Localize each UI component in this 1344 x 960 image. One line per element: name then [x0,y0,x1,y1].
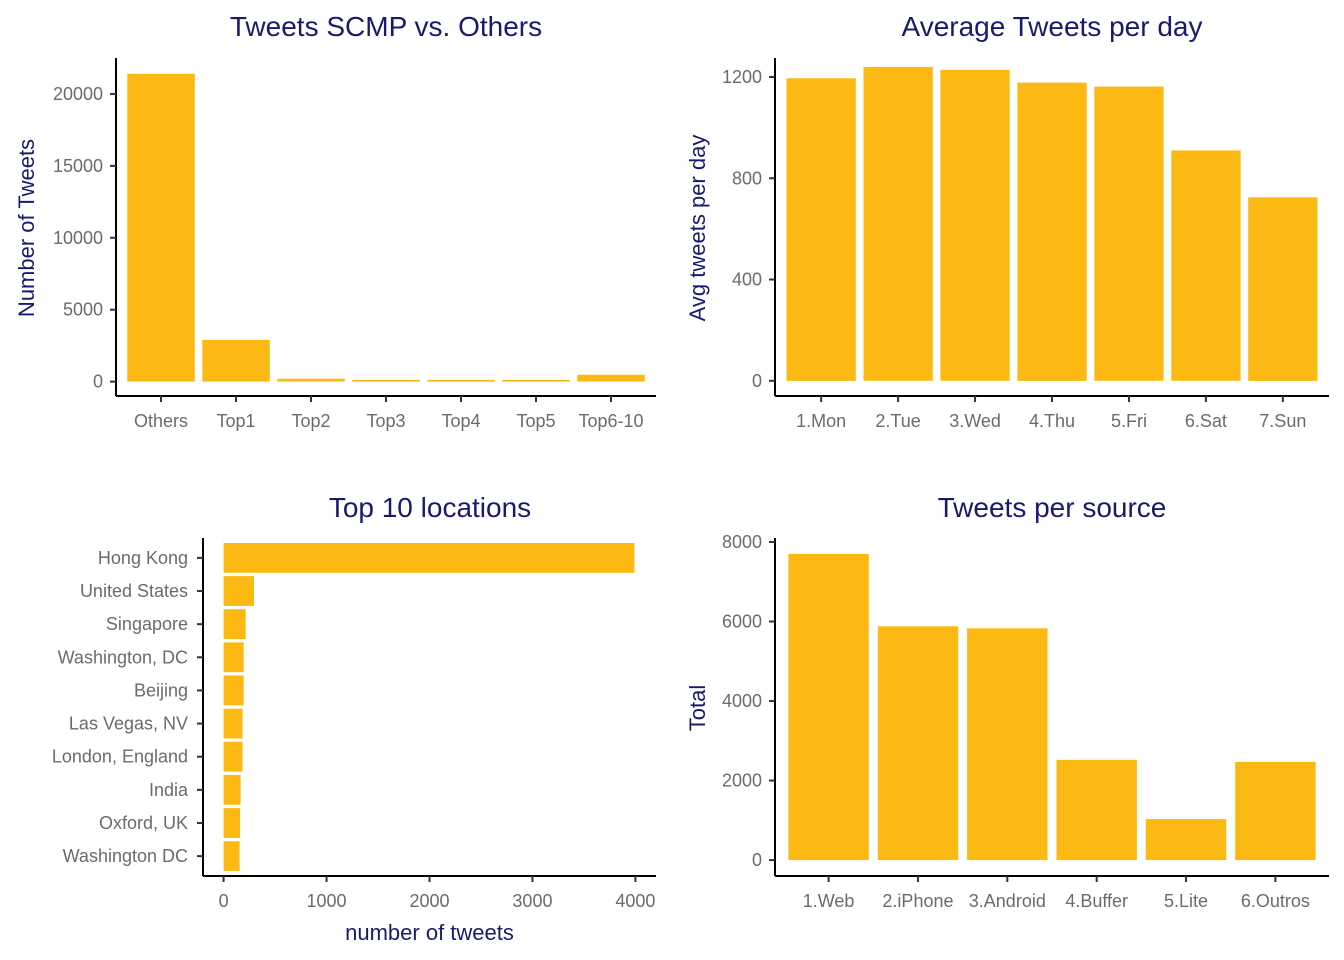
y-tick-label: 4000 [722,691,762,711]
bar-washington-dc [223,841,240,871]
x-tick-label-1-mon: 1.Mon [796,411,846,431]
chart-title: Top 10 locations [329,492,531,523]
y-tick-label: 0 [752,371,762,391]
bar-united-states [223,576,254,606]
y-tick-label-oxford-uk: Oxford, UK [99,813,188,833]
y-tick-label: 800 [732,168,762,188]
y-tick-label: 400 [732,270,762,290]
y-tick-label: 20000 [53,84,103,104]
y-axis-label: Avg tweets per day [685,135,710,322]
y-tick-label: 5000 [63,300,103,320]
y-tick-label: 15000 [53,156,103,176]
chart-title: Tweets SCMP vs. Others [230,11,542,42]
y-tick-label-singapore: Singapore [106,614,188,634]
chart-tweets-scmp-vs-others: Tweets SCMP vs. Others Others Top1 Top2 Top3… [14,11,656,431]
bar-7-sun [1248,197,1318,381]
y-tick-label-washington-dc: Washington, DC [58,647,188,667]
y-tick-label: 2000 [722,771,762,791]
y-tick-label-las-vegas-nv: Las Vegas, NV [69,714,188,734]
y-tick-label-washington-dc: Washington DC [63,846,188,866]
bar-6-sat [1171,150,1241,381]
x-tick-label-top5: Top5 [516,411,555,431]
y-axis-label: Total [685,685,710,731]
x-tick-label-3-android: 3.Android [969,891,1046,911]
bar-others [127,73,195,382]
bar-6-outros [1235,761,1316,861]
y-tick-label-india: India [149,780,189,800]
bar-5-lite [1145,819,1227,861]
bar-3-android [967,628,1048,861]
y-tick-label: 1200 [722,67,762,87]
bar-2-iphone [877,626,959,861]
y-tick-label: 0 [752,850,762,870]
y-tick-label: 8000 [722,532,762,552]
chart-title: Average Tweets per day [902,11,1203,42]
x-tick-label-5-fri: 5.Fri [1111,411,1147,431]
x-tick-label-4-buffer: 4.Buffer [1065,891,1128,911]
bar-top4 [427,379,495,382]
bar-3-wed [940,69,1010,381]
x-tick-label-others: Others [134,411,188,431]
x-tick-label-top4: Top4 [441,411,480,431]
y-axis-label: Number of Tweets [14,139,39,317]
bar-beijing [223,675,244,706]
x-tick-label-2-tue: 2.Tue [875,411,920,431]
x-tick-label: 1000 [307,891,347,911]
bar-2-tue [863,66,933,381]
x-tick-label: 0 [219,891,229,911]
bar-hong-kong [223,543,635,573]
y-tick-label: 0 [93,372,103,392]
x-tick-label-top1: Top1 [216,411,255,431]
bar-las-vegas-nv [223,708,243,739]
bar-top6-10 [577,374,645,382]
x-tick-label-7-sun: 7.Sun [1259,411,1306,431]
x-tick-label-top2: Top2 [291,411,330,431]
chart-tweets-per-source: Tweets per source 1.Web 2.iPhone 3.Android 4… [685,492,1329,911]
bar-top3 [352,379,420,382]
bar-4-buffer [1056,759,1137,861]
chart-top-10-locations: Top 10 locations Hong Kong United States Si… [52,492,656,945]
bar-1-web [788,553,869,861]
x-tick-label-6-sat: 6.Sat [1185,411,1227,431]
bar-4-thu [1017,82,1087,381]
bar-top5 [502,379,570,382]
x-tick-label-1-web: 1.Web [803,891,855,911]
x-tick-label-3-wed: 3.Wed [949,411,1001,431]
bar-singapore [223,609,246,639]
y-tick-label: 6000 [722,612,762,632]
y-tick-label-united-states: United States [80,581,188,601]
y-tick-label: 10000 [53,228,103,248]
bar-5-fri [1094,86,1164,381]
bar-top2 [277,378,345,382]
bar-london-england [223,741,243,772]
y-tick-label-beijing: Beijing [134,680,188,700]
chart-title: Tweets per source [938,492,1167,523]
x-tick-label-top6-10: Top6-10 [578,411,643,431]
x-tick-label-2-iphone: 2.iPhone [882,891,953,911]
x-tick-label: 3000 [512,891,552,911]
bar-washington-dc [223,642,244,673]
bar-india [223,774,241,805]
x-tick-label-4-thu: 4.Thu [1029,411,1075,431]
bar-oxford-uk [223,808,241,838]
bar-top1 [202,339,270,382]
chart-average-tweets-per-day: Average Tweets per day 1.Mon 2.Tue 3.Wed 4.T… [685,11,1329,431]
x-axis-label: number of tweets [345,920,514,945]
x-tick-label-5-lite: 5.Lite [1164,891,1208,911]
x-tick-label-6-outros: 6.Outros [1241,891,1310,911]
x-tick-label: 2000 [409,891,449,911]
y-tick-label-london-england: London, England [52,747,188,767]
x-tick-label-top3: Top3 [366,411,405,431]
x-tick-label: 4000 [615,891,655,911]
bar-1-mon [786,78,856,381]
y-tick-label-hong-kong: Hong Kong [98,548,188,568]
